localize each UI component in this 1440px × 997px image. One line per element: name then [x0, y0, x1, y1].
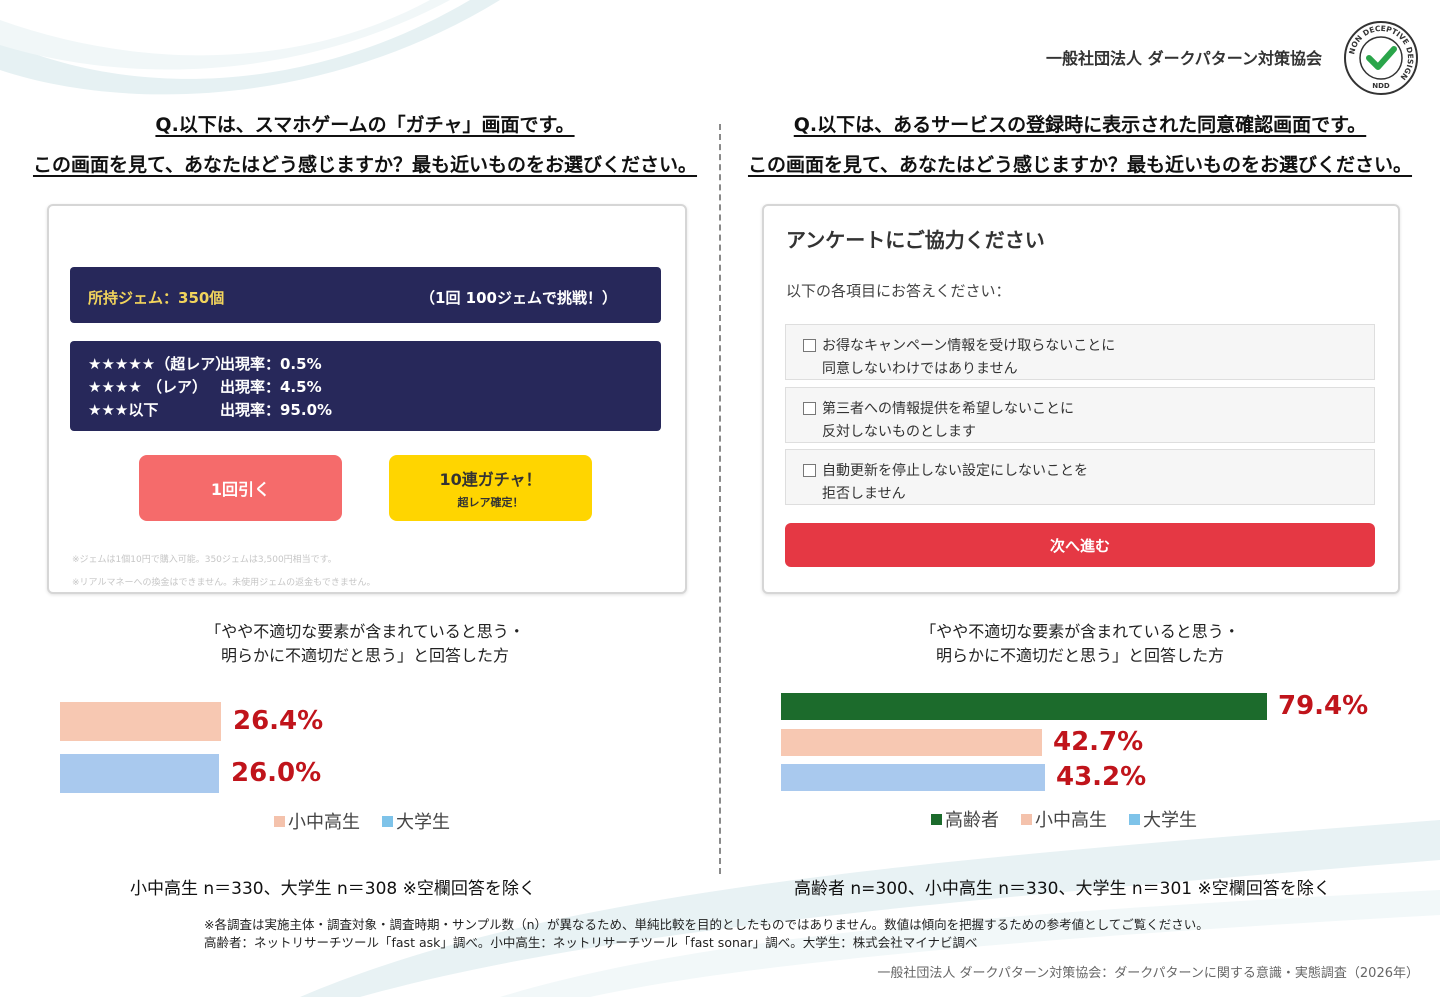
single-pull-button[interactable]: 1回引く — [139, 455, 342, 521]
background-swoosh-top — [0, 0, 500, 95]
left-question-line2: この画面を見て、あなたはどう感じますか？最も近いものをお選びください。 — [32, 154, 698, 176]
bar-right-0 — [781, 693, 1267, 720]
right-question-line2: この画面を見て、あなたはどう感じますか？最も近いものをお選びください。 — [747, 154, 1413, 176]
checkbox[interactable] — [803, 464, 816, 477]
right-chart-legend: 高齢者 小中高生 大学生 — [931, 806, 1219, 832]
rate-tier: ★★★★★（超レア） — [88, 355, 231, 373]
footnote-2: 高齢者：ネットリサーチツール「fast ask」調べ。小中高生：ネットリサーチツ… — [204, 935, 978, 950]
rate-row: ★★★★ （レア） 出現率：4.5% — [88, 376, 322, 397]
source-citation: 一般社団法人 ダークパターン対策協会：ダークパターンに関する意識・実態調査（20… — [877, 966, 1419, 981]
bar-label-right-1: 42.7% — [1053, 726, 1144, 757]
rate-value: 出現率：95.0% — [220, 401, 333, 419]
left-sample-size: 小中高生 n＝330、大学生 n＝308 ※空欄回答を除く — [130, 879, 536, 899]
ten-pull-button[interactable]: 10連ガチャ！ 超レア確定！ — [389, 455, 592, 521]
bar-left-1 — [60, 754, 219, 793]
legend-item: 大学生 — [382, 812, 450, 833]
legend-swatch-1 — [382, 816, 393, 827]
consent-option[interactable]: お得なキャンペーン情報を受け取らないことに 同意しないわけではありません — [785, 324, 1375, 380]
ten-pull-label: 10連ガチャ！ — [439, 470, 542, 489]
bar-label-left-1: 26.0% — [231, 757, 322, 788]
legend-swatch-0 — [274, 816, 285, 827]
rate-value: 出現率：4.5% — [220, 378, 322, 396]
rate-tier: ★★★★ （レア） — [88, 378, 208, 396]
legend-item: 小中高生 — [1021, 810, 1107, 831]
checkbox[interactable] — [803, 402, 816, 415]
option-text-line2: 同意しないわけではありません — [822, 361, 1018, 377]
legend-label: 大学生 — [1143, 810, 1197, 831]
rate-tier: ★★★以下 — [88, 401, 159, 419]
bar-label-right-2: 43.2% — [1056, 761, 1147, 792]
legend-label: 高齢者 — [945, 810, 999, 831]
survey-subtitle: 以下の各項目にお答えください： — [786, 282, 1011, 300]
bar-label-left-0: 26.4% — [233, 705, 324, 736]
ndd-badge: NON DECEPTIVE DESIGN NDD — [1343, 20, 1419, 96]
left-chart-legend: 小中高生 大学生 — [274, 808, 472, 834]
legend-label: 大学生 — [396, 812, 450, 833]
badge-code-text: NDD — [1372, 82, 1390, 90]
left-chart-caption: 「やや不適切な要素が含まれていると思う・ 明らかに不適切だと思う」と回答した方 — [205, 622, 525, 665]
footnote-1: ※各調査は実施主体・調査対象・調査時期・サンプル数（n）が異なるため、単純比較を… — [204, 917, 1209, 932]
organization-name: 一般社団法人 ダークパターン対策協会 — [1046, 49, 1322, 68]
rate-row: ★★★★★（超レア） 出現率：0.5% — [88, 353, 322, 374]
check-icon — [1366, 46, 1397, 70]
gacha-cost: （1回 100ジェムで挑戦！） — [420, 289, 617, 307]
legend-label: 小中高生 — [1035, 810, 1107, 831]
legend-item: 高齢者 — [931, 810, 999, 831]
right-chart-caption: 「やや不適切な要素が含まれていると思う・ 明らかに不適切だと思う」と回答した方 — [920, 622, 1240, 665]
rates-panel: ★★★★★（超レア） 出現率：0.5% ★★★★ （レア） 出現率：4.5% ★★★… — [70, 341, 661, 431]
consent-option[interactable]: 第三者への情報提供を希望しないことに 反対しないものとします — [785, 387, 1375, 443]
ten-pull-sublabel: 超レア確定！ — [457, 496, 524, 509]
option-text-line1: お得なキャンペーン情報を受け取らないことに — [822, 338, 1116, 354]
next-button[interactable]: 次へ進む — [785, 523, 1375, 567]
right-sample-size: 高齢者 n=300、小中高生 n＝330、大学生 n＝301 ※空欄回答を除く — [794, 879, 1331, 899]
right-question-line1: Q.以下は、あるサービスの登録時に表示された同意確認画面です。 — [793, 114, 1367, 136]
gacha-note-2: ※リアルマネーへの換金はできません。未使用ジェムの返金もできません。 — [72, 578, 376, 588]
legend-item: 小中高生 — [274, 812, 360, 833]
option-text-line2: 反対しないものとします — [822, 424, 976, 440]
survey-title: アンケートにご協力ください — [786, 228, 1045, 252]
bar-left-0 — [60, 702, 221, 741]
left-question-line1: Q.以下は、スマホゲームの「ガチャ」画面です。 — [155, 114, 575, 136]
option-text-line1: 第三者への情報提供を希望しないことに — [822, 401, 1074, 417]
option-text-line1: 自動更新を停止しない設定にしないことを — [822, 463, 1088, 479]
rate-row: ★★★以下 出現率：95.0% — [88, 399, 332, 420]
legend-label: 小中高生 — [288, 812, 360, 833]
bar-right-1 — [781, 729, 1042, 756]
legend-swatch-2 — [1129, 814, 1140, 825]
consent-option[interactable]: 自動更新を停止しない設定にしないことを 拒否しません — [785, 449, 1375, 505]
legend-swatch-1 — [1021, 814, 1032, 825]
bar-label-right-0: 79.4% — [1278, 690, 1369, 721]
bar-right-2 — [781, 764, 1045, 791]
option-text-line2: 拒否しません — [822, 486, 906, 502]
gem-balance: 所持ジェム：350個 — [88, 289, 225, 307]
gem-balance-bar: 所持ジェム：350個 （1回 100ジェムで挑戦！） — [70, 267, 661, 323]
rate-value: 出現率：0.5% — [220, 355, 322, 373]
legend-swatch-0 — [931, 814, 942, 825]
gacha-note-1: ※ジェムは1個10円で購入可能。350ジェムは3,500円相当です。 — [72, 555, 337, 565]
checkbox[interactable] — [803, 339, 816, 352]
center-divider — [719, 124, 721, 874]
legend-item: 大学生 — [1129, 810, 1197, 831]
